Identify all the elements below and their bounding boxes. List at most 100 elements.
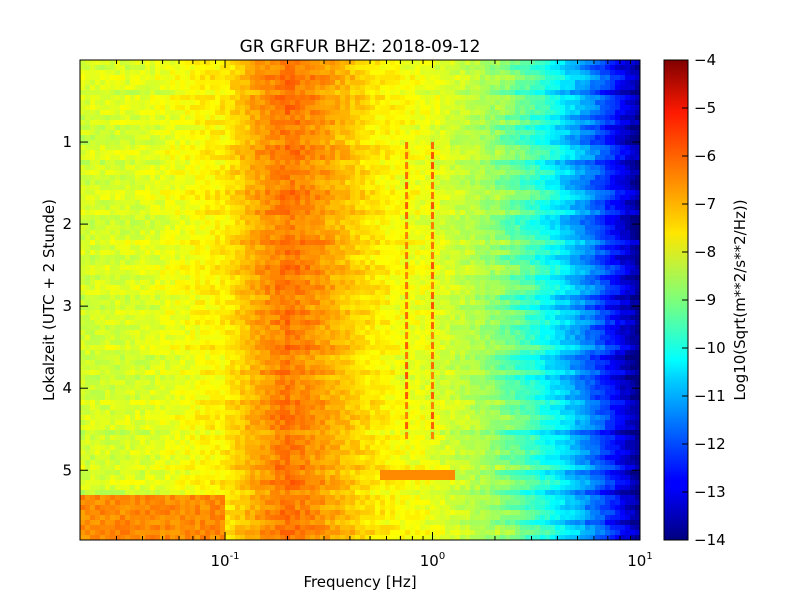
heatmap-cell	[245, 275, 251, 281]
heatmap-cell	[480, 235, 486, 241]
heatmap-cell	[310, 155, 316, 161]
heatmap-cell	[250, 230, 256, 236]
heatmap-cell	[380, 140, 386, 146]
heatmap-cell	[90, 180, 96, 186]
heatmap-cell	[600, 160, 606, 166]
heatmap-cell	[630, 255, 636, 261]
heatmap-cell	[615, 240, 621, 246]
heatmap-cell	[245, 220, 251, 226]
heatmap-cell	[615, 150, 621, 156]
heatmap-cell	[210, 70, 216, 76]
heatmap-cell	[525, 145, 531, 151]
heatmap-cell	[225, 210, 231, 216]
heatmap-cell	[345, 85, 351, 91]
heatmap-cell	[265, 80, 271, 86]
heatmap-cell	[270, 200, 276, 206]
heatmap-cell	[120, 240, 126, 246]
heatmap-cell	[290, 195, 296, 201]
heatmap-cell	[350, 145, 356, 151]
heatmap-cell	[230, 230, 236, 236]
heatmap-cell	[290, 280, 296, 286]
heatmap-cell	[400, 120, 406, 126]
heatmap-cell	[470, 140, 476, 146]
heatmap-cell	[635, 130, 640, 136]
heatmap-cell	[100, 160, 106, 166]
heatmap-cell	[280, 170, 286, 176]
heatmap-cell	[345, 260, 351, 266]
heatmap-cell	[460, 110, 466, 116]
heatmap-cell	[220, 250, 226, 256]
heatmap-cell	[445, 90, 451, 96]
heatmap-cell	[375, 220, 381, 226]
heatmap-cell	[300, 275, 306, 281]
heatmap-cell	[180, 210, 186, 216]
heatmap-cell	[490, 105, 496, 111]
heatmap-cell	[200, 70, 206, 76]
heatmap-cell	[440, 180, 446, 186]
heatmap-cell	[540, 80, 546, 86]
heatmap-cell	[425, 80, 431, 86]
heatmap-cell	[215, 250, 221, 256]
heatmap-cell	[165, 80, 171, 86]
heatmap-cell	[400, 70, 406, 76]
heatmap-cell	[505, 135, 511, 141]
heatmap-cell	[280, 205, 286, 211]
heatmap-cell	[85, 235, 91, 241]
heatmap-cell	[245, 255, 251, 261]
heatmap-cell	[190, 220, 196, 226]
heatmap-cell	[390, 130, 396, 136]
heatmap-cell	[225, 230, 231, 236]
heatmap-cell	[610, 235, 616, 241]
heatmap-cell	[450, 170, 456, 176]
heatmap-cell	[145, 245, 151, 251]
heatmap-cell	[255, 165, 261, 171]
heatmap-cell	[135, 240, 141, 246]
heatmap-cell	[590, 75, 596, 81]
heatmap-cell	[335, 220, 341, 226]
heatmap-cell	[635, 185, 640, 191]
heatmap-cell	[630, 210, 636, 216]
heatmap-cell	[450, 105, 456, 111]
heatmap-cell	[365, 185, 371, 191]
heatmap-cell	[195, 85, 201, 91]
heatmap-cell	[160, 240, 166, 246]
heatmap-cell	[375, 195, 381, 201]
heatmap-cell	[410, 95, 416, 101]
heatmap-cell	[475, 225, 481, 231]
heatmap-cell	[440, 220, 446, 226]
heatmap-cell	[435, 245, 441, 251]
heatmap-cell	[185, 155, 191, 161]
heatmap-cell	[165, 155, 171, 161]
heatmap-cell	[605, 180, 611, 186]
heatmap-cell	[155, 70, 161, 76]
heatmap-cell	[440, 255, 446, 261]
heatmap-cell	[420, 105, 426, 111]
heatmap-cell	[620, 180, 626, 186]
heatmap-cell	[300, 110, 306, 116]
heatmap-cell	[550, 70, 556, 76]
heatmap-cell	[330, 165, 336, 171]
heatmap-cell	[80, 120, 86, 126]
heatmap-cell	[550, 195, 556, 201]
heatmap-cell	[625, 250, 631, 256]
heatmap-cell	[155, 230, 161, 236]
heatmap-cell	[355, 275, 361, 281]
heatmap-cell	[270, 195, 276, 201]
heatmap-cell	[350, 130, 356, 136]
heatmap-cell	[545, 100, 551, 106]
heatmap-cell	[230, 265, 236, 271]
heatmap-cell	[300, 245, 306, 251]
heatmap-cell	[245, 70, 251, 76]
heatmap-cell	[220, 240, 226, 246]
heatmap-cell	[395, 105, 401, 111]
heatmap-cell	[260, 265, 266, 271]
heatmap-cell	[325, 115, 331, 121]
heatmap-cell	[345, 80, 351, 86]
heatmap-cell	[585, 215, 591, 221]
heatmap-cell	[440, 90, 446, 96]
heatmap-cell	[620, 255, 626, 261]
heatmap-cell	[175, 225, 181, 231]
heatmap-cell	[395, 205, 401, 211]
heatmap-cell	[530, 110, 536, 116]
heatmap-cell	[485, 260, 491, 266]
